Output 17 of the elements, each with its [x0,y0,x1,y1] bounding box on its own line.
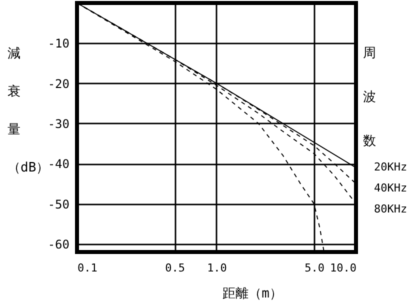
text: 減衰量（dB） [8,46,50,176]
x-tick-label: 0.5 [165,262,185,274]
y-tick-label: -60 [48,237,70,252]
x-tick-label: 0.1 [78,262,98,274]
series-label: 40KHz [374,182,408,194]
x-tick-label: 5.0 [304,262,324,274]
text: 周波数 [363,46,376,149]
y-tick-label: -30 [48,116,70,131]
text: 80KHz [374,202,408,216]
y-tick-label: -40 [48,157,70,172]
y-tick-label: -20 [48,76,70,91]
y-tick-label: -10 [48,36,70,51]
y-tick-label: -50 [48,197,70,212]
x-tick-label: 1.0 [207,262,227,274]
x-tick-label: 10.0 [330,262,356,274]
series-label: 20KHz [374,160,408,174]
x-axis-title: 距離（m） [222,286,282,302]
